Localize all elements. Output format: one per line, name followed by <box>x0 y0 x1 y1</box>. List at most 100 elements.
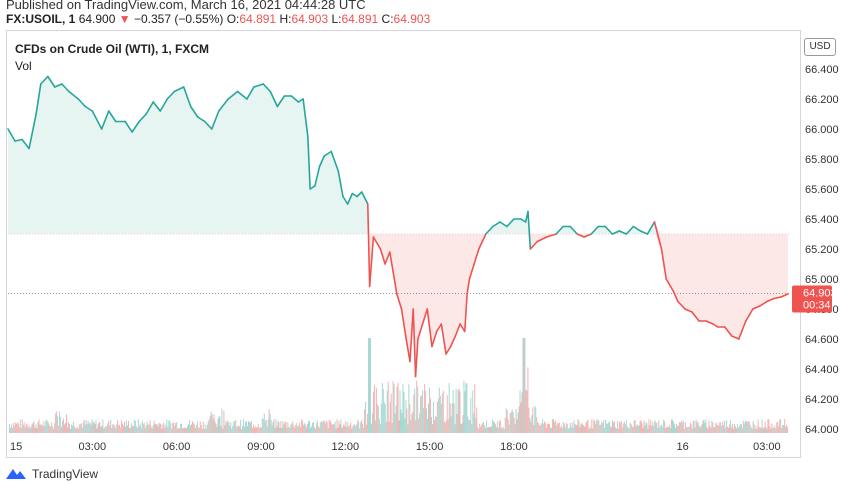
brand-name: TradingView <box>32 467 99 481</box>
price-segment <box>159 98 169 112</box>
volume-bar <box>471 423 473 433</box>
volume-bar <box>668 426 670 433</box>
volume-bar <box>51 422 53 433</box>
volume-bar <box>233 421 235 433</box>
volume-bar <box>644 425 646 433</box>
volume-bar <box>116 424 118 433</box>
volume-bar <box>565 423 567 433</box>
volume-bar <box>692 421 694 433</box>
volume-bar <box>688 426 690 433</box>
close-value: 64.903 <box>393 12 431 26</box>
volume-bar <box>372 391 374 433</box>
volume-bar <box>249 423 251 433</box>
volume-bar <box>78 424 80 433</box>
volume-bar <box>491 419 493 433</box>
volume-bar <box>750 427 752 433</box>
volume-bar <box>187 425 189 433</box>
volume-bar <box>292 421 294 433</box>
price-segment <box>330 150 340 172</box>
volume-bar <box>659 427 661 433</box>
volume-bar <box>703 419 705 433</box>
price-segment <box>412 308 417 378</box>
volume-bar <box>730 420 732 433</box>
price-segment <box>384 251 391 265</box>
volume-bar <box>20 427 22 433</box>
volume-bar <box>594 421 596 433</box>
footer-brand[interactable]: TradingView <box>6 467 98 481</box>
volume-bar <box>360 422 362 433</box>
volume-bar <box>540 425 542 433</box>
volume-bar <box>544 421 546 433</box>
volume-bar <box>408 384 410 433</box>
volume-bar <box>204 424 206 433</box>
volume-bar <box>12 423 14 433</box>
volume-bar <box>506 409 508 433</box>
volume-bar <box>623 421 625 433</box>
volume-bar <box>349 425 351 433</box>
volume-bar <box>770 428 772 433</box>
volume-bar <box>71 425 73 433</box>
volume-bar <box>281 427 283 433</box>
volume-bar <box>296 423 298 433</box>
volume-bar <box>435 416 437 433</box>
price-segment <box>356 191 363 198</box>
volume-bar <box>295 425 297 433</box>
volume-bar <box>96 428 98 433</box>
volume-bar <box>742 420 744 433</box>
volume-bar <box>308 420 310 433</box>
volume-bar <box>633 420 635 433</box>
volume-bar <box>239 426 241 433</box>
volume-bar <box>374 420 376 433</box>
volume-bar <box>267 419 269 433</box>
volume-bar <box>105 426 107 433</box>
volume-bar <box>127 420 129 433</box>
volume-bar <box>475 418 477 433</box>
volume-bar <box>778 426 780 433</box>
volume-bar <box>569 422 571 433</box>
volume-bar <box>645 421 647 433</box>
volume-bar <box>113 424 115 433</box>
volume-bar <box>528 407 530 433</box>
x-tick-label: 18:00 <box>500 441 528 453</box>
volume-bar <box>117 419 119 433</box>
volume-bar <box>729 424 731 433</box>
volume-bar <box>467 416 469 433</box>
volume-bar <box>714 426 716 433</box>
volume-bar <box>765 426 767 433</box>
volume-bar <box>536 416 538 433</box>
volume-bar <box>180 424 182 433</box>
volume-bar <box>585 422 587 433</box>
volume-bar <box>464 391 466 433</box>
volume-bar <box>403 391 405 433</box>
price-segment <box>576 233 586 238</box>
volume-bar <box>605 419 607 433</box>
volume-bar <box>508 424 510 433</box>
volume-bar <box>468 420 470 433</box>
volume-bar <box>91 419 93 433</box>
volume-bar <box>66 427 68 433</box>
currency-badge[interactable]: USD <box>804 38 836 56</box>
volume-bar <box>240 419 242 433</box>
price-axis[interactable]: 64.00064.20064.40064.60064.80065.00065.2… <box>805 64 839 436</box>
volume-bar <box>680 420 682 433</box>
time-axis[interactable]: 15 03:00 06:00 09:00 12:00 15:00 18:00 16 03:00 <box>10 441 781 453</box>
volume-bar <box>327 428 329 433</box>
volume-bar <box>624 424 626 433</box>
volume-bar <box>344 426 346 433</box>
volume-bar <box>410 420 412 433</box>
symbol-header: FX:USOIL, 1 64.900 ▼ −0.357 (−0.55%) O:6… <box>6 12 430 26</box>
volume-bar <box>304 423 306 433</box>
volume-bar <box>631 426 633 433</box>
symbol-name[interactable]: FX:USOIL, 1 <box>6 12 76 26</box>
volume-bar <box>685 426 687 433</box>
volume-bar <box>200 425 202 433</box>
price-segment <box>318 155 326 168</box>
volume-bar <box>184 427 186 433</box>
volume-bar <box>446 395 448 433</box>
volume-bar <box>591 419 593 433</box>
volume-bar <box>332 424 334 433</box>
volume-bar <box>222 428 224 433</box>
volume-bar <box>351 428 353 433</box>
volume-bar <box>500 427 502 433</box>
